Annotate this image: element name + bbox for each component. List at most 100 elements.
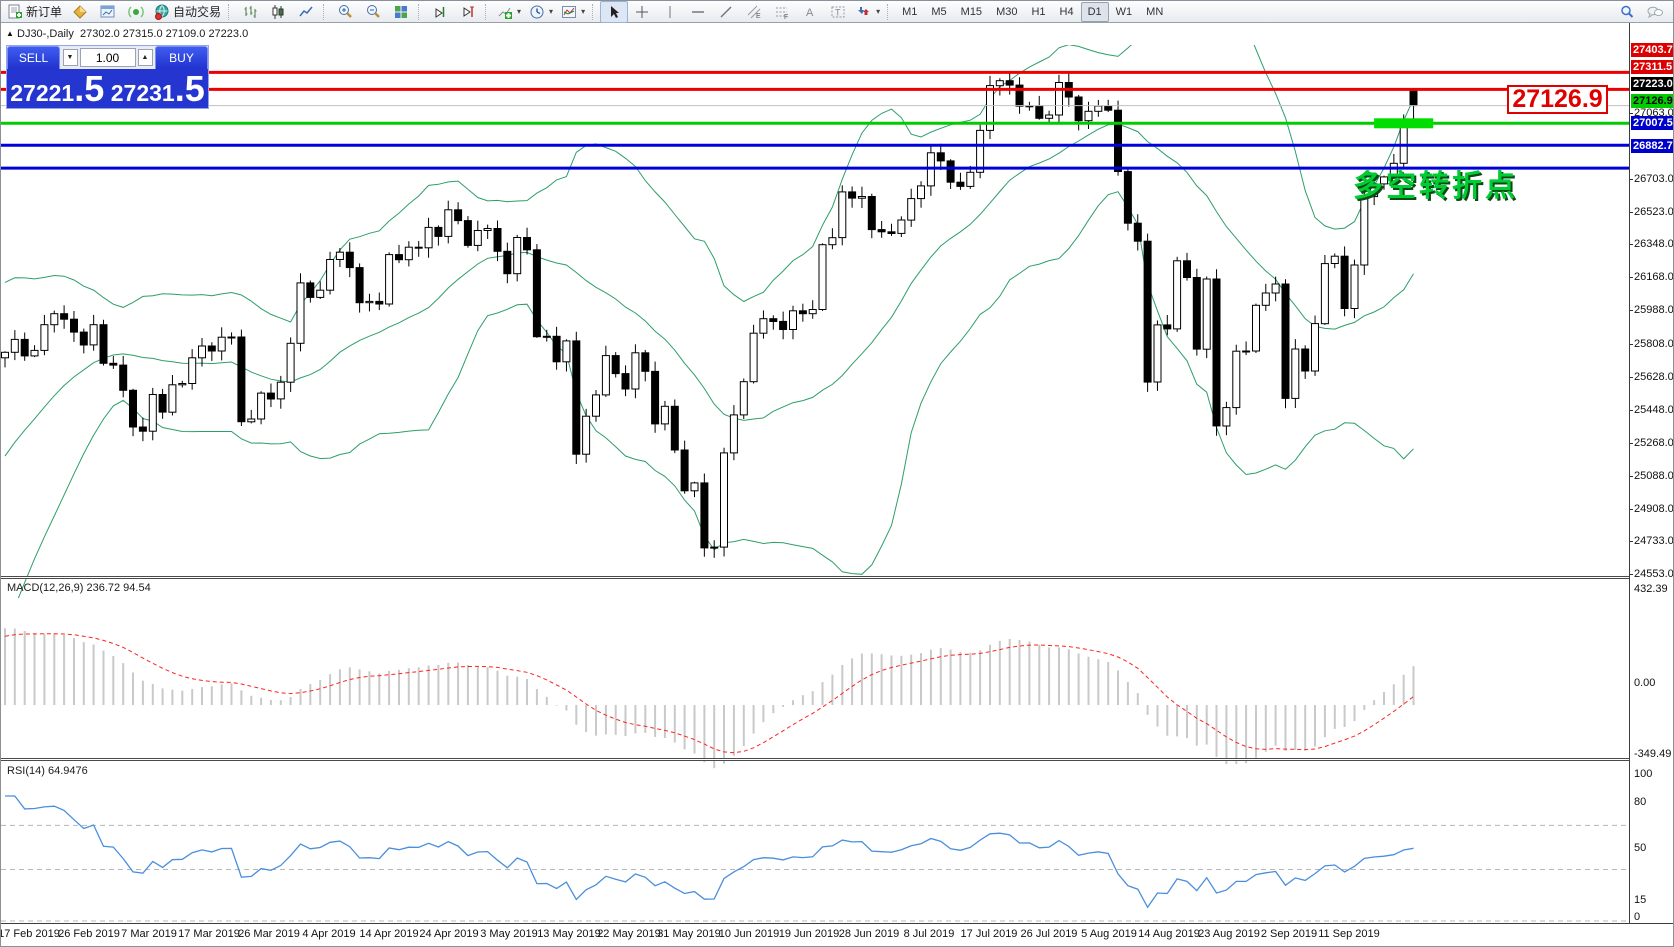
toolbar-separator <box>323 3 328 20</box>
autotrading-icon <box>155 4 169 20</box>
text-label-tool-button[interactable]: T <box>824 1 852 23</box>
autotrading-label: 自动交易 <box>173 5 222 19</box>
price-tick: 27063.0 <box>1630 107 1674 119</box>
toolbar-separator <box>887 3 892 20</box>
periods-dropdown-caret: ▾ <box>549 7 554 16</box>
timeframe-button-m30[interactable]: M30 <box>996 5 1018 18</box>
bar-chart-button[interactable] <box>236 1 264 23</box>
time-axis[interactable]: 17 Feb 2019 26 Feb 2019 7 Mar 2019 17 Mar 2… <box>1 923 1673 946</box>
timeframe-button-m1[interactable]: M1 <box>902 5 918 18</box>
date-label: 5 Aug 2019 <box>1081 928 1137 940</box>
date-label: 4 Apr 2019 <box>302 928 356 940</box>
chat-button[interactable] <box>1641 1 1669 23</box>
horizontal-line-tool-button[interactable] <box>684 1 712 23</box>
tile-windows-icon <box>395 5 408 18</box>
trendline-tool-button[interactable] <box>712 1 740 23</box>
date-label: 17 Jul 2019 <box>960 928 1018 940</box>
chart-shift-button[interactable] <box>454 1 482 23</box>
collapse-triangle-icon[interactable]: ▲ <box>6 29 14 38</box>
auto-scroll-button[interactable] <box>426 1 454 23</box>
macd-axis-min: -349.49 <box>1634 748 1672 760</box>
text-tool-button[interactable]: A <box>796 1 824 23</box>
arrows-dropdown-caret: ▾ <box>876 7 881 16</box>
timeframe-button-d1[interactable]: D1 <box>1080 1 1109 22</box>
price-line-badge: 27223.0 <box>1631 76 1673 91</box>
macd-signal-line <box>4 633 1414 754</box>
macd-panel <box>4 628 1415 769</box>
timeframe-button-mn[interactable]: MN <box>1146 5 1164 18</box>
date-label: 11 Sep 2019 <box>1318 928 1380 940</box>
price-axis[interactable]: 432.39 0.00 -349.49 100 80 50 15 0 27063… <box>1629 23 1674 923</box>
timeframe-button-w1[interactable]: W1 <box>1115 5 1133 18</box>
volume-increase-button[interactable]: ▲ <box>137 49 153 66</box>
timeframe-button-m5[interactable]: M5 <box>931 5 947 18</box>
crosshair-tool-button[interactable] <box>628 1 656 23</box>
signals-button[interactable] <box>122 1 150 23</box>
gold-diamond-icon <box>73 4 87 19</box>
sell-price[interactable]: 27221 .5 <box>7 69 108 108</box>
timeframe-button-h1[interactable]: H1 <box>1031 5 1046 18</box>
arrows-tool-button[interactable]: ▾ <box>852 1 884 23</box>
svg-text:E: E <box>756 13 761 20</box>
buy-button[interactable]: BUY <box>155 46 208 69</box>
vertical-line-tool-button[interactable] <box>656 1 684 23</box>
autotrading-button[interactable]: 自动交易 <box>150 1 225 23</box>
templates-dropdown-caret: ▾ <box>581 7 586 16</box>
search-button[interactable] <box>1613 1 1641 23</box>
templates-button[interactable]: ▾ <box>557 1 589 23</box>
cursor-tool-button[interactable] <box>600 1 629 23</box>
rsi-axis-80: 80 <box>1634 796 1647 808</box>
date-label: 26 Mar 2019 <box>238 928 300 940</box>
candlestick-chart-button[interactable] <box>264 1 292 23</box>
date-label: 3 May 2019 <box>480 928 538 940</box>
volume-decrease-button[interactable]: ▼ <box>62 49 78 66</box>
sell-button[interactable]: SELL <box>7 46 60 69</box>
signals-icon <box>128 5 144 18</box>
date-label: 26 Jul 2019 <box>1020 928 1078 940</box>
toolbar-separator <box>418 3 423 20</box>
price-line-badge: 27311.5 <box>1631 60 1673 75</box>
clock-icon <box>530 5 544 18</box>
text-label-icon: T <box>831 6 845 17</box>
new-chart-button[interactable] <box>94 1 122 23</box>
trendline-icon <box>720 5 732 18</box>
zoom-in-button[interactable] <box>331 1 359 23</box>
highlight-zone[interactable] <box>1374 118 1434 129</box>
chart-area[interactable] <box>1 23 1629 923</box>
rsi-axis-100: 100 <box>1634 768 1653 780</box>
indicators-icon <box>498 7 513 19</box>
tile-windows-button[interactable] <box>387 1 415 23</box>
macd-label: MACD(12,26,9) 236.72 94.54 <box>7 582 151 594</box>
indicators-button[interactable]: ▾ <box>493 1 525 23</box>
date-label: 13 May 2019 <box>537 928 601 940</box>
fibonacci-tool-button[interactable]: F <box>768 1 796 23</box>
date-label: 28 Jun 2019 <box>838 928 900 940</box>
rsi-axis-15: 15 <box>1634 894 1647 906</box>
date-label: 24 Apr 2019 <box>419 928 479 940</box>
line-chart-button[interactable] <box>292 1 320 23</box>
periods-button[interactable]: ▾ <box>525 1 557 23</box>
toolbar-separator <box>592 3 597 20</box>
metaeditor-button[interactable] <box>66 1 94 23</box>
panel-separator[interactable] <box>1 758 1629 761</box>
chart-shift-icon <box>463 6 475 17</box>
equidistant-channel-tool-button[interactable]: E <box>740 1 768 23</box>
timeframe-button-m15[interactable]: M15 <box>960 5 983 18</box>
price-tick: 25448.0 <box>1630 403 1674 416</box>
buy-price[interactable]: 27231 .5 <box>108 69 209 108</box>
price-tick: 25268.0 <box>1630 436 1674 449</box>
price-tick: 24733.0 <box>1630 534 1674 547</box>
zoom-out-button[interactable] <box>359 1 387 23</box>
sell-price-frac: .5 <box>74 68 105 109</box>
arrows-icon <box>858 6 870 15</box>
timeframe-button-h4[interactable]: H4 <box>1059 5 1074 18</box>
turning-point-annotation: 多空转折点 <box>1353 170 1518 203</box>
price-tick: 26523.0 <box>1630 206 1674 219</box>
price-tick: 25988.0 <box>1630 304 1674 317</box>
price-callout-label: 27126.9 <box>1507 85 1608 114</box>
new-order-button[interactable]: 新订单 <box>3 1 66 23</box>
panel-separator[interactable] <box>1 576 1629 579</box>
rsi-line <box>5 795 1414 909</box>
volume-input[interactable] <box>79 48 136 67</box>
